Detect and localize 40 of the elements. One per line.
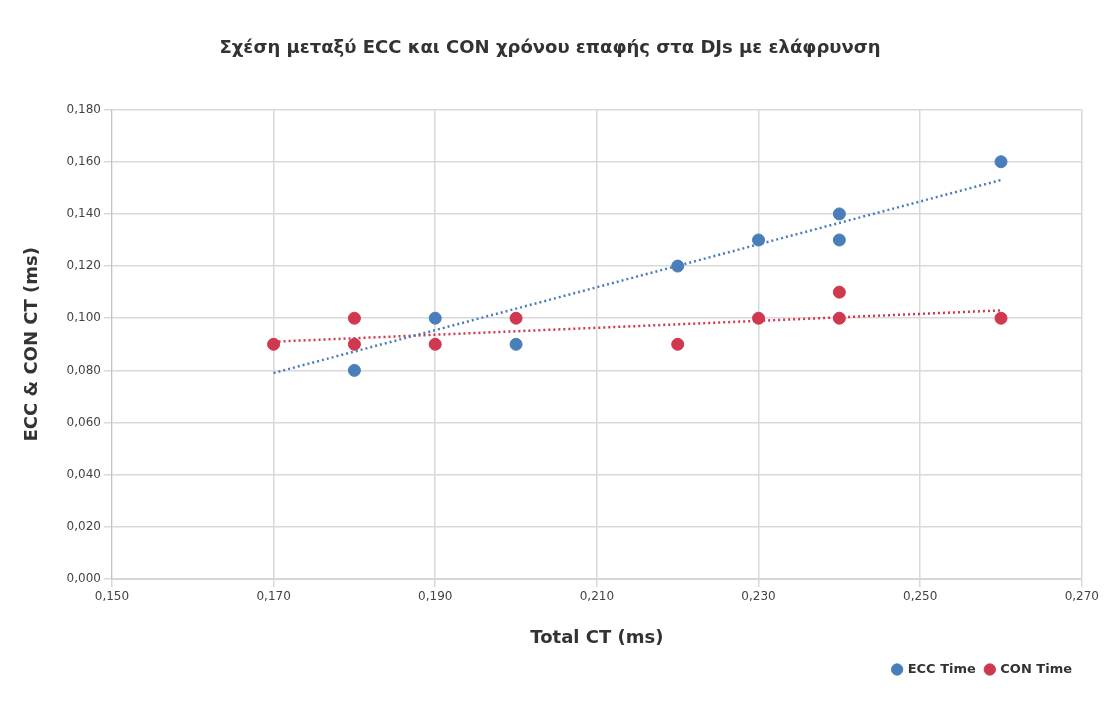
point	[428, 311, 442, 325]
chart-title: Σχέση μεταξύ ECC και CON χρόνου επαφής στα DJs με ελάφρυνση	[219, 36, 881, 58]
point	[347, 337, 361, 351]
x-tick-label: 0,270	[1064, 589, 1099, 604]
point	[347, 311, 361, 325]
y-tick-label: 0,100	[66, 310, 101, 325]
point	[347, 363, 361, 377]
y-tick-label: 0,000	[66, 571, 101, 586]
point	[509, 311, 523, 325]
point	[832, 311, 846, 325]
point	[832, 285, 846, 299]
y-tick-label: 0,040	[66, 466, 101, 481]
y-tick-label: 0,140	[66, 206, 101, 221]
y-axis-title: ECC & CON CT (ms)	[20, 247, 42, 442]
x-axis-title: Total CT (ms)	[530, 625, 664, 647]
point	[267, 337, 281, 351]
y-tick-label: 0,180	[66, 101, 101, 116]
y-tick-label: 0,060	[66, 414, 101, 429]
point	[752, 311, 766, 325]
y-tick-label: 0,080	[66, 362, 101, 377]
y-tick-label: 0,020	[66, 518, 101, 533]
x-tick-label: 0,230	[741, 589, 776, 604]
point	[428, 337, 442, 351]
x-tick-label: 0,150	[94, 589, 130, 604]
point	[994, 311, 1008, 325]
legend-label: ECC Time	[907, 660, 976, 676]
point	[509, 337, 523, 351]
point	[671, 259, 685, 273]
x-tick-label: 0,210	[579, 589, 615, 604]
y-tick-label: 0,160	[66, 153, 101, 168]
point	[752, 233, 766, 247]
point	[671, 337, 685, 351]
x-tick-label: 0,190	[418, 589, 453, 604]
x-tick-label: 0,170	[256, 589, 291, 604]
point	[832, 233, 846, 247]
point	[832, 207, 846, 221]
point	[994, 155, 1008, 169]
legend-label: CON Time	[1000, 660, 1073, 676]
y-tick-label: 0,120	[66, 258, 101, 273]
x-tick-label: 0,250	[903, 589, 938, 604]
